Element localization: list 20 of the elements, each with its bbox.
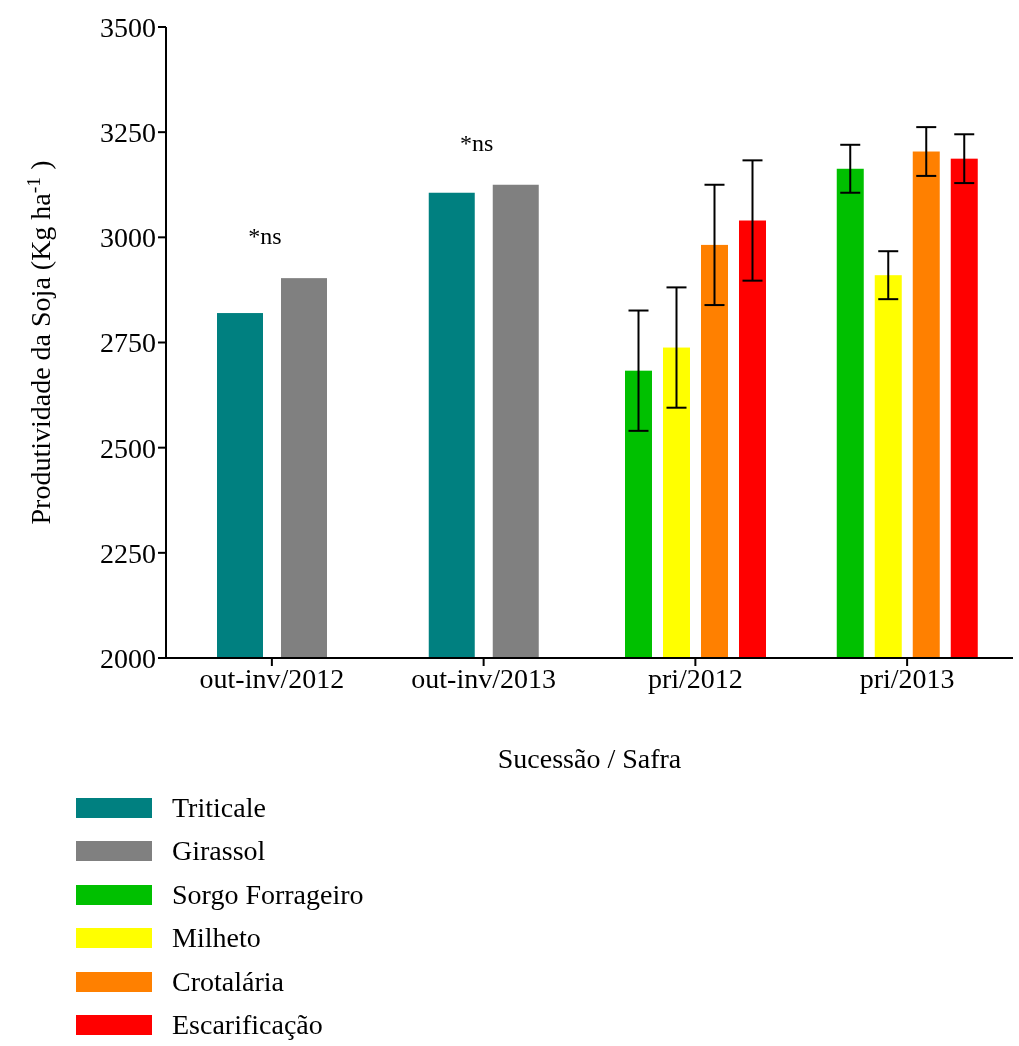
y-tick-label: 3250 xyxy=(100,117,156,149)
y-tick-label: 3000 xyxy=(100,222,156,254)
legend-label: Escarificação xyxy=(172,1009,323,1042)
x-tick-label: out-inv/2012 xyxy=(199,662,345,694)
y-tick-label: 3500 xyxy=(100,11,156,43)
y-tick-label: 2250 xyxy=(100,537,156,569)
annotation: *ns xyxy=(248,223,282,250)
legend-label: Sorgo Forrageiro xyxy=(172,878,364,911)
y-tick-label: 2750 xyxy=(100,327,156,359)
x-tick-label: out-inv/2013 xyxy=(411,662,556,694)
y-tick-label: 2500 xyxy=(100,432,156,464)
x-axis-title: Sucessão / Safra xyxy=(497,743,682,774)
legend-label: Milheto xyxy=(172,922,261,955)
legend-label: Girassol xyxy=(172,835,266,868)
legend-label: Triticale xyxy=(172,791,266,824)
y-tick-label: 2000 xyxy=(100,642,156,674)
x-tick-label: pri/2013 xyxy=(859,662,955,694)
legend-label: Crotalária xyxy=(172,965,284,998)
x-tick-label: pri/2012 xyxy=(647,662,743,694)
annotation: *ns xyxy=(459,129,494,156)
